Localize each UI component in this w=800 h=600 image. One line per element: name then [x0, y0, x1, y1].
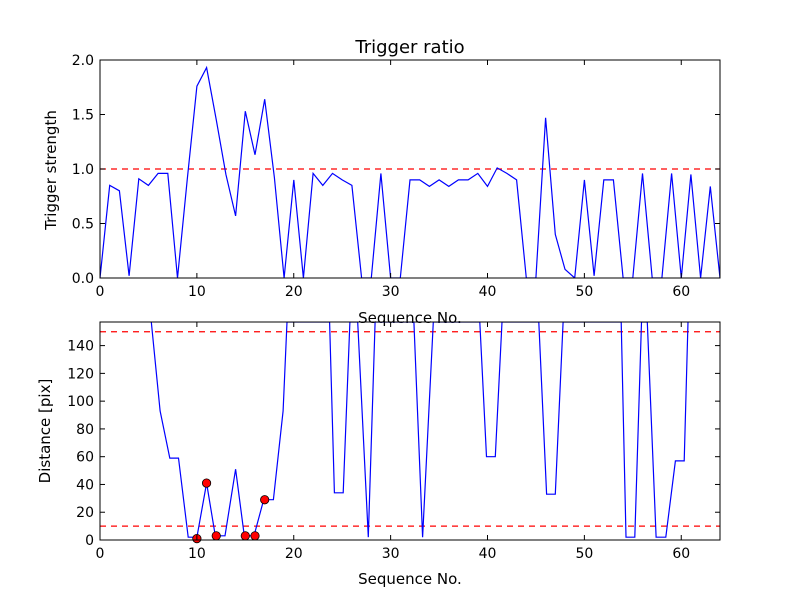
y-axis-label: Trigger strength — [42, 110, 60, 231]
series-line-0 — [100, 65, 720, 278]
x-tick-label: 0 — [96, 546, 105, 562]
y-tick-label: 1.0 — [72, 162, 94, 178]
x-tick-label: 30 — [382, 284, 400, 300]
y-tick-label: 0.5 — [72, 217, 94, 233]
y-tick-label: 100 — [67, 394, 94, 410]
data-point — [240, 531, 250, 541]
x-tick-label: 40 — [479, 284, 497, 300]
y-tick-label: 80 — [76, 422, 94, 438]
y-tick-label: 2.0 — [72, 53, 94, 69]
x-tick-label: 50 — [575, 284, 593, 300]
axes-frame — [99, 321, 721, 541]
y-tick-label: 1.5 — [72, 108, 94, 124]
plot-area: 0 10 20 30 40 50 60 0 20 40 60 80 100 120 140 — [67, 321, 721, 562]
x-axis-label: Sequence No. — [358, 570, 462, 588]
x-tick-label: 50 — [575, 546, 593, 562]
plot-area: 0 10 20 30 40 50 60 0.0 0.5 1.0 1.5 2.0 — [72, 53, 721, 300]
data-point — [250, 531, 260, 541]
trigger-ratio-chart: Trigger ratio 0 10 20 30 40 50 60 0.0 0.5 1.0 1.5 2… — [42, 37, 721, 327]
x-tick-label: 10 — [188, 284, 206, 300]
y-tick-label: 140 — [67, 339, 94, 355]
x-tick-label: 60 — [672, 546, 690, 562]
data-point — [201, 478, 212, 488]
y-tick-label: 0.0 — [72, 271, 94, 287]
x-tick-label: 40 — [479, 546, 497, 562]
data-point — [211, 531, 221, 541]
y-tick-label: 40 — [76, 477, 94, 493]
y-tick-label: 20 — [76, 505, 94, 521]
x-axis-label: Sequence No. — [358, 309, 462, 327]
x-tick-label: 10 — [188, 546, 206, 562]
y-tick-label: 60 — [76, 450, 94, 466]
y-tick-label: 0 — [85, 533, 94, 549]
x-tick-label: 30 — [382, 546, 400, 562]
x-tick-label: 0 — [96, 284, 105, 300]
x-tick-label: 60 — [672, 284, 690, 300]
y-axis-label: Distance [pix] — [36, 379, 54, 484]
x-tick-label: 20 — [285, 546, 303, 562]
data-point — [260, 495, 270, 505]
series-layer — [100, 65, 720, 278]
chart-title: Trigger ratio — [354, 37, 464, 58]
x-tick-label: 20 — [285, 284, 303, 300]
distance-chart: 0 10 20 30 40 50 60 0 20 40 60 80 100 120 140 Sequence… — [36, 321, 721, 588]
y-tick-label: 120 — [67, 366, 94, 382]
